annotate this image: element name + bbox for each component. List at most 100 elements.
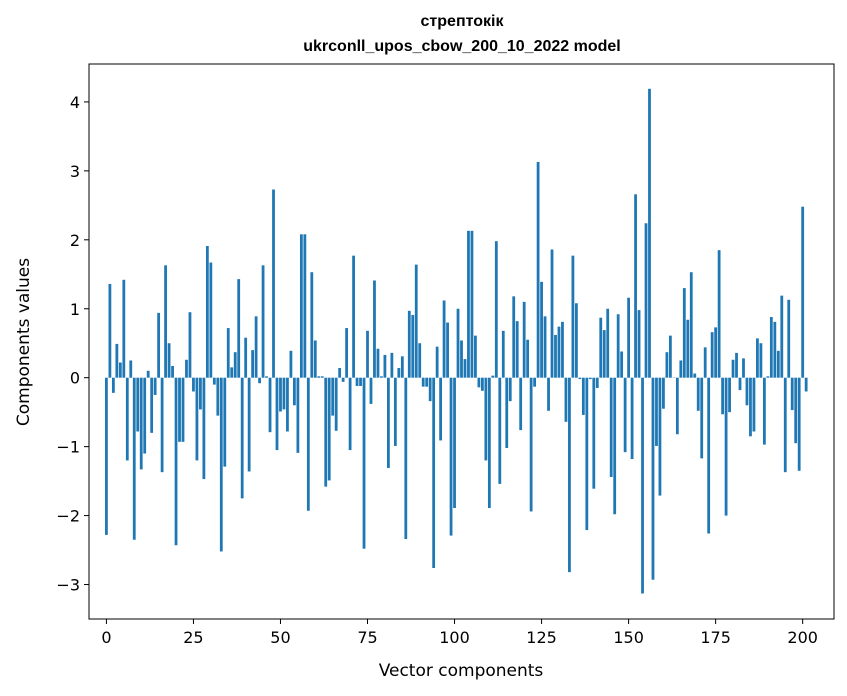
bar-component-80 bbox=[383, 354, 387, 378]
bar-component-32 bbox=[216, 377, 220, 416]
chart-subtitle: ukrconll_upos_cbow_200_10_2022 model bbox=[303, 38, 620, 55]
bar-component-54 bbox=[293, 377, 296, 406]
bar-component-123 bbox=[533, 377, 536, 387]
bar-component-182 bbox=[738, 377, 742, 391]
bar-component-188 bbox=[759, 343, 763, 378]
y-tick-label: 1 bbox=[70, 300, 80, 319]
bar-component-11 bbox=[143, 377, 147, 454]
bar-component-94 bbox=[432, 377, 436, 568]
bar-component-2 bbox=[111, 377, 115, 393]
bar-component-19 bbox=[171, 365, 174, 378]
bar-component-127 bbox=[547, 377, 550, 411]
bar-component-191 bbox=[769, 317, 773, 378]
bar-component-112 bbox=[494, 241, 498, 378]
bar-component-20 bbox=[174, 377, 178, 546]
bar-component-77 bbox=[373, 280, 376, 378]
x-axis-ticks: 0 25 50 75 100 125 150 175 200 bbox=[101, 619, 818, 647]
x-tick-label: 0 bbox=[101, 628, 111, 647]
bar-component-24 bbox=[188, 312, 192, 378]
bar-component-195 bbox=[783, 377, 787, 473]
bar-component-178 bbox=[724, 377, 728, 516]
bar-component-110 bbox=[487, 377, 491, 508]
bar-component-84 bbox=[397, 368, 401, 378]
bar-component-37 bbox=[233, 352, 237, 378]
bar-component-41 bbox=[247, 377, 251, 472]
bar-component-88 bbox=[411, 314, 415, 378]
bar-component-71 bbox=[352, 255, 355, 378]
bar-component-161 bbox=[665, 352, 669, 378]
bar-component-21 bbox=[178, 377, 181, 442]
bar-component-184 bbox=[745, 377, 749, 406]
bar-component-67 bbox=[338, 368, 342, 378]
bar-component-108 bbox=[481, 377, 484, 391]
bar-component-91 bbox=[421, 377, 425, 387]
y-axis-label: Components values bbox=[14, 258, 34, 426]
bar-component-169 bbox=[693, 373, 697, 378]
bar-component-73 bbox=[359, 377, 362, 386]
bar-component-46 bbox=[265, 376, 268, 378]
bar-component-147 bbox=[616, 314, 620, 378]
bar-component-104 bbox=[467, 230, 470, 378]
bar-component-151 bbox=[630, 377, 634, 460]
bar-component-58 bbox=[306, 377, 310, 511]
y-tick-label: 3 bbox=[70, 162, 80, 181]
bar-component-87 bbox=[407, 310, 411, 378]
bar-component-138 bbox=[585, 377, 589, 531]
bar-component-158 bbox=[655, 377, 658, 446]
y-tick-label: 4 bbox=[70, 93, 80, 112]
bar-component-31 bbox=[212, 377, 216, 385]
bar-component-129 bbox=[554, 334, 557, 378]
bar-component-61 bbox=[317, 376, 321, 378]
bar-component-192 bbox=[773, 321, 777, 378]
bar-component-66 bbox=[334, 377, 338, 431]
bar-component-68 bbox=[341, 377, 345, 382]
x-tick-label: 25 bbox=[183, 628, 203, 647]
x-tick-label: 175 bbox=[700, 628, 731, 647]
bar-component-153 bbox=[637, 310, 641, 378]
bar-component-75 bbox=[366, 330, 369, 378]
bar-component-198 bbox=[794, 377, 798, 444]
bar-component-164 bbox=[675, 377, 679, 435]
bar-component-118 bbox=[515, 321, 519, 378]
bar-component-170 bbox=[696, 377, 700, 411]
bar-component-6 bbox=[125, 377, 129, 461]
bar-component-199 bbox=[797, 377, 801, 471]
bar-component-109 bbox=[484, 377, 488, 461]
x-tick-label: 50 bbox=[270, 628, 290, 647]
bar-component-64 bbox=[327, 377, 331, 481]
bar-component-5 bbox=[122, 279, 126, 378]
bar-component-101 bbox=[456, 308, 460, 378]
bar-component-130 bbox=[557, 326, 561, 378]
bar-component-92 bbox=[425, 377, 429, 387]
bar-component-53 bbox=[289, 350, 293, 378]
bar-component-14 bbox=[153, 377, 157, 395]
bar-component-201 bbox=[804, 377, 808, 392]
bar-component-144 bbox=[606, 308, 610, 378]
bar-component-122 bbox=[529, 377, 533, 512]
x-tick-label: 200 bbox=[787, 628, 818, 647]
y-tick-label: −3 bbox=[56, 576, 80, 595]
bar-component-25 bbox=[192, 377, 195, 392]
bar-component-171 bbox=[700, 377, 704, 459]
bar-component-165 bbox=[679, 360, 683, 378]
bar-component-159 bbox=[658, 377, 662, 496]
bar-component-96 bbox=[439, 377, 443, 441]
bar-component-186 bbox=[752, 377, 756, 432]
bar-component-200 bbox=[801, 206, 805, 378]
bar-component-193 bbox=[776, 350, 780, 378]
bar-component-189 bbox=[762, 377, 766, 445]
bar-component-79 bbox=[380, 376, 383, 378]
bar-component-17 bbox=[164, 265, 167, 378]
bar-component-145 bbox=[609, 377, 613, 477]
x-tick-label: 100 bbox=[439, 628, 470, 647]
bar-component-7 bbox=[129, 360, 133, 378]
bar-component-48 bbox=[272, 189, 275, 378]
bar-component-177 bbox=[721, 377, 724, 415]
bar-component-38 bbox=[237, 279, 241, 378]
bar-component-35 bbox=[226, 328, 230, 378]
bar-component-133 bbox=[568, 377, 571, 573]
chart-title: стрептокік bbox=[421, 13, 505, 30]
bar-component-26 bbox=[195, 377, 199, 461]
bar-component-141 bbox=[595, 377, 599, 389]
bar-component-120 bbox=[522, 301, 526, 378]
